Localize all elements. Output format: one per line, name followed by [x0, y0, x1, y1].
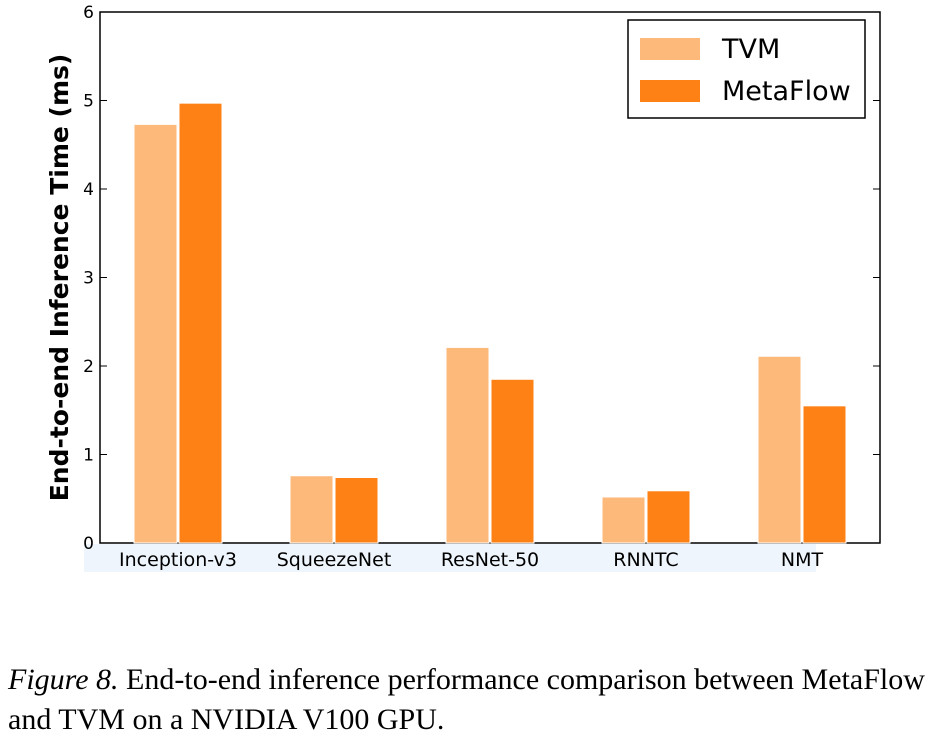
- y-tick-label: 6: [83, 3, 94, 23]
- y-tick-label: 5: [83, 92, 94, 112]
- bar-metaflow-resnet-50: [490, 378, 535, 544]
- bar-chart: 0 1 2 3 4 5 6 End-to-end Inference Time (ms) Inc…: [45, 3, 881, 572]
- chart-area: 0 1 2 3 4 5 6 End-to-end Inference Time (ms) Inc…: [45, 3, 881, 572]
- x-tick-label: Inception-v3: [119, 549, 237, 571]
- y-tick-label: 1: [83, 446, 94, 466]
- bar-tvm-inception-v3: [133, 123, 178, 544]
- legend-swatch-tvm: [640, 38, 700, 60]
- y-tick-label: 4: [83, 180, 94, 200]
- y-tick-label: 2: [83, 357, 94, 377]
- bar-metaflow-squeezenet: [334, 477, 379, 544]
- bar-tvm-nmt: [757, 355, 802, 544]
- y-tick-label: 3: [83, 269, 94, 289]
- y-tick-label: 0: [83, 534, 94, 554]
- bar-metaflow-nmt: [802, 405, 847, 544]
- y-axis-label: End-to-end Inference Time (ms): [45, 54, 74, 502]
- x-tick-label: ResNet-50: [441, 549, 539, 571]
- bar-tvm-squeezenet: [289, 475, 334, 544]
- figure-caption: Figure 8. End-to-end inference performan…: [8, 660, 938, 740]
- x-tick-label: SqueezeNet: [277, 549, 392, 571]
- x-tick-band: [84, 544, 816, 572]
- legend-label-tvm: TVM: [721, 34, 780, 65]
- legend-label-metaflow: MetaFlow: [722, 76, 851, 107]
- caption-text: End-to-end inference performance compari…: [8, 663, 925, 736]
- bar-tvm-rnntc: [601, 496, 646, 544]
- bar-metaflow-rnntc: [646, 490, 691, 544]
- bar-tvm-resnet-50: [445, 346, 490, 544]
- legend-swatch-metaflow: [640, 80, 700, 102]
- x-tick-label: NMT: [781, 549, 824, 571]
- bar-metaflow-inception-v3: [178, 102, 223, 544]
- x-tick-label: RNNTC: [613, 549, 678, 571]
- caption-label: Figure 8.: [8, 663, 119, 696]
